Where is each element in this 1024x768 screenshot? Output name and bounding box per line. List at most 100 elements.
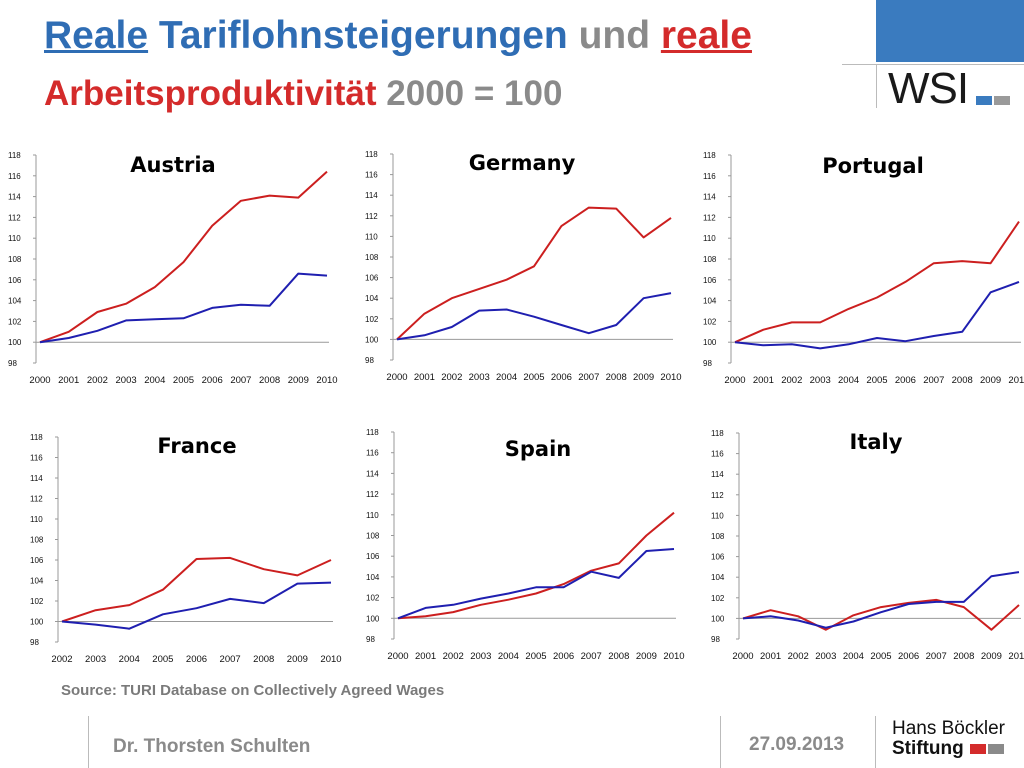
- logo-divider-h: [842, 64, 1024, 65]
- x-tick-label: 2001: [414, 372, 435, 383]
- x-tick-label: 2005: [525, 651, 546, 662]
- y-tick-label: 112: [366, 490, 379, 499]
- x-tick-label: 2000: [724, 375, 745, 386]
- y-tick-label: 98: [366, 635, 375, 644]
- y-tick-label: 118: [711, 429, 724, 438]
- y-tick-label: 110: [366, 511, 379, 520]
- foundation-logo-grey-square: [988, 744, 1004, 754]
- x-tick-label: 2002: [51, 654, 72, 665]
- y-tick-label: 106: [365, 274, 379, 283]
- x-tick-label: 2008: [606, 372, 627, 383]
- y-tick-label: 110: [30, 515, 43, 524]
- x-tick-label: 2010: [1008, 375, 1024, 386]
- x-tick-label: 2009: [287, 654, 308, 665]
- chart-austria: Austria 98 100 102 104 106 108 110 112 114 116 118 2…: [8, 151, 338, 386]
- footer-divider-right: [875, 716, 876, 768]
- y-tick-label: 112: [711, 491, 724, 500]
- y-tick-label: 104: [366, 573, 380, 582]
- y-tick-label: 98: [711, 635, 720, 644]
- y-tick-label: 104: [711, 573, 725, 582]
- y-tick-label: 114: [365, 191, 378, 200]
- title-word-reale-1: Reale: [44, 14, 149, 57]
- slide-title-line2: Arbeitsproduktivität 2000 = 100: [44, 74, 562, 114]
- y-tick-label: 110: [703, 234, 716, 243]
- foundation-logo-line2: Stiftung: [892, 738, 964, 759]
- title-word-und: und: [578, 14, 651, 57]
- footer-divider-mid: [720, 716, 721, 768]
- wsi-logo: WSI: [888, 64, 969, 113]
- y-tick-label: 114: [703, 193, 716, 202]
- y-tick-label: 112: [703, 213, 716, 222]
- x-tick-label: 2000: [29, 375, 50, 386]
- foundation-logo-line1: Hans Böckler: [892, 718, 1005, 739]
- y-tick-label: 110: [365, 232, 378, 241]
- y-tick-label: 108: [366, 532, 380, 541]
- y-tick-label: 104: [8, 297, 22, 306]
- series-line-wages: [397, 548, 675, 620]
- y-tick-label: 100: [365, 335, 379, 344]
- chart-germany: Germany 98 100 102 104 106 108 110 112 114 116 118 2…: [365, 150, 682, 383]
- y-tick-label: 114: [711, 470, 724, 479]
- footer-author: Dr. Thorsten Schulten: [113, 736, 311, 757]
- y-tick-label: 112: [8, 213, 21, 222]
- y-tick-label: 98: [8, 359, 17, 368]
- x-tick-label: 2003: [85, 654, 106, 665]
- chart-title: Germany: [469, 151, 576, 175]
- x-tick-label: 2007: [923, 375, 944, 386]
- y-tick-label: 116: [366, 449, 379, 458]
- x-tick-label: 2001: [753, 375, 774, 386]
- logo-divider-v: [876, 64, 877, 108]
- y-tick-label: 112: [365, 212, 378, 221]
- y-tick-label: 108: [365, 253, 379, 262]
- x-tick-label: 2009: [981, 651, 1002, 662]
- x-tick-label: 2002: [441, 372, 462, 383]
- y-tick-label: 118: [30, 433, 43, 442]
- y-tick-label: 106: [703, 276, 717, 285]
- chart-title: Portugal: [822, 154, 924, 178]
- y-tick-label: 112: [30, 495, 43, 504]
- x-tick-label: 2004: [496, 372, 517, 383]
- title-word-tarif: Tariflohnsteigerungen: [158, 14, 568, 57]
- x-tick-label: 2005: [173, 375, 194, 386]
- series-line-wages: [734, 280, 1020, 350]
- y-tick-label: 118: [366, 428, 379, 437]
- y-tick-label: 98: [703, 359, 712, 368]
- series-line-productivity: [397, 511, 675, 620]
- x-tick-label: 2002: [443, 651, 464, 662]
- x-tick-label: 2007: [581, 651, 602, 662]
- source-note: Source: TURI Database on Collectively Ag…: [61, 682, 445, 699]
- x-tick-label: 2008: [253, 654, 274, 665]
- chart-portugal: Portugal 98 100 102 104 106 108 110 112 114 116 118…: [703, 151, 1024, 386]
- chart-title: Spain: [505, 437, 571, 461]
- chart-title: France: [157, 434, 236, 458]
- x-tick-label: 2004: [843, 651, 864, 662]
- y-tick-label: 104: [365, 294, 379, 303]
- y-tick-label: 116: [703, 172, 716, 181]
- x-tick-label: 2010: [663, 651, 684, 662]
- y-tick-label: 102: [711, 594, 725, 603]
- x-tick-label: 2008: [953, 651, 974, 662]
- y-tick-label: 106: [366, 552, 380, 561]
- y-tick-label: 100: [30, 618, 44, 627]
- foundation-logo-red-square: [970, 744, 986, 754]
- y-tick-label: 102: [365, 315, 379, 324]
- series-line-productivity: [742, 598, 1020, 631]
- x-tick-label: 2010: [320, 654, 341, 665]
- y-tick-label: 116: [365, 171, 378, 180]
- y-tick-label: 116: [711, 450, 724, 459]
- y-tick-label: 116: [30, 454, 43, 463]
- x-tick-label: 2003: [469, 372, 490, 383]
- series-line-productivity: [61, 556, 332, 623]
- x-tick-label: 2006: [895, 375, 916, 386]
- x-tick-label: 2008: [952, 375, 973, 386]
- y-tick-label: 98: [30, 638, 39, 647]
- y-tick-label: 114: [8, 193, 21, 202]
- x-tick-label: 2001: [58, 375, 79, 386]
- y-tick-label: 110: [711, 511, 724, 520]
- x-tick-label: 2009: [636, 651, 657, 662]
- x-tick-label: 2005: [523, 372, 544, 383]
- y-tick-label: 104: [30, 577, 44, 586]
- series-line-wages: [742, 571, 1020, 629]
- x-tick-label: 2002: [87, 375, 108, 386]
- x-tick-label: 2006: [898, 651, 919, 662]
